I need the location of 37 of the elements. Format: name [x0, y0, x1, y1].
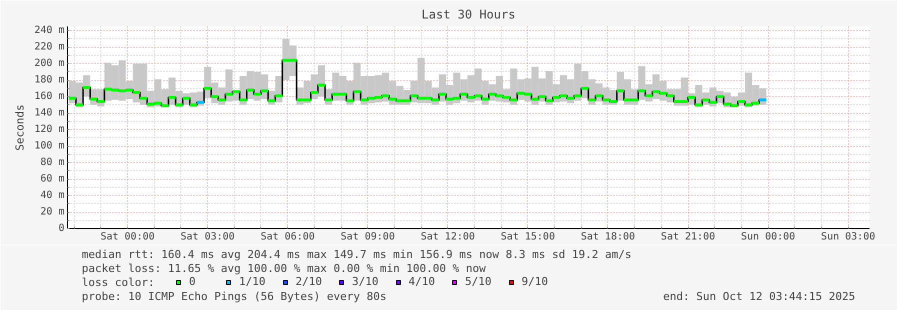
text: median rtt: 160.4 ms avg 204.4 ms max 149.7 ms min 156.9 ms now 8.3 ms sd 19.2 am/s [82, 248, 632, 261]
legend-label: 4/10 [408, 275, 435, 288]
chart-title: Last 30 Hours [422, 8, 516, 22]
x-tick-label: Sat 15:00 [500, 232, 555, 242]
x-tick-label: Sat 06:00 [260, 232, 315, 242]
y-tick-label: 0 [58, 223, 65, 234]
y-tick-label: 40 m [40, 190, 65, 202]
y-axis-title: Seconds [13, 104, 26, 151]
x-tick-label: Sat 00:00 [100, 232, 155, 242]
y-tick-label: 240 m [34, 25, 65, 36]
y-tick-label: 80 m [40, 157, 65, 168]
y-tick-label: 220 m [34, 42, 65, 53]
y-tick-label: 160 m [34, 91, 65, 102]
x-tick-label: Sat 09:00 [340, 232, 395, 242]
legend-label: 5/10 [465, 275, 492, 288]
y-tick-label: 20 m [40, 206, 65, 218]
legend-label: 1/10 [239, 275, 266, 288]
text: packet loss: 11.65 % avg 100.00 % max 0.00 % min 100.00 % now [82, 262, 486, 275]
legend-label: 2/10 [296, 275, 322, 288]
legend-label: 0 [189, 275, 197, 288]
legend-label: 3/10 [352, 275, 378, 288]
x-tick-label: Sun 00:00 [740, 232, 796, 242]
x-tick-label: Sat 03:00 [180, 232, 235, 242]
text: end: Sun Oct 12 03:44:15 2025 [663, 290, 856, 303]
y-tick-label: 60 m [40, 174, 65, 185]
text: probe: 10 ICMP Echo Pings (56 Bytes) every 80s [82, 290, 386, 303]
x-tick-label: Sat 21:00 [660, 232, 716, 242]
y-tick-label: 120 m [34, 124, 65, 136]
x-tick-label: Sat 18:00 [580, 232, 636, 242]
y-tick-label: 100 m [34, 140, 65, 152]
y-tick-label: 180 m [34, 74, 65, 86]
x-tick-label: Sun 03:00 [821, 232, 876, 242]
y-tick-label: 140 m [34, 108, 65, 119]
y-tick-label: 200 m [34, 58, 65, 70]
legend-label: 9/10 [522, 275, 548, 288]
legend-title: loss color: [82, 276, 155, 289]
x-tick-label: Sat 12:00 [420, 232, 475, 242]
